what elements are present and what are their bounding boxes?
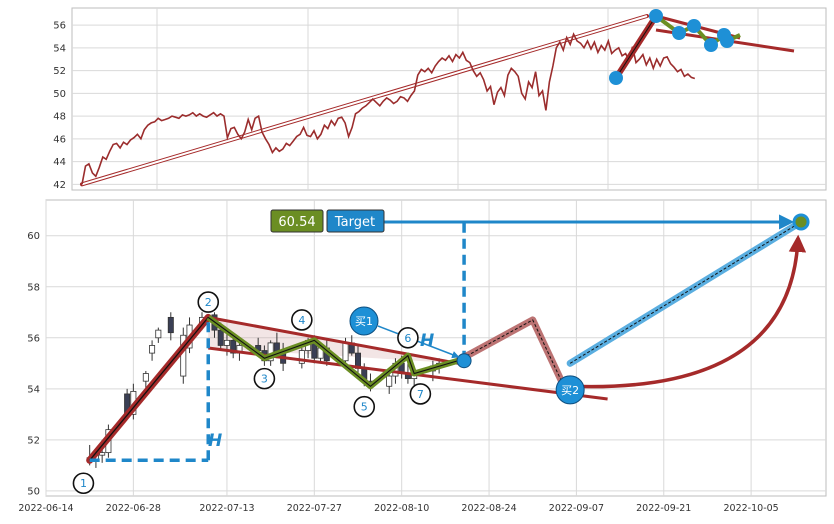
x-tick-label: 2022-06-14 <box>18 503 73 514</box>
bottom-y-tick-label: 58 <box>27 282 40 293</box>
wave-number-label: 3 <box>261 373 268 386</box>
bottom-y-tick-label: 54 <box>27 384 40 395</box>
h-left-label: H <box>208 431 222 451</box>
top-panel: 42 44 46 48 50 52 54 56 <box>53 7 827 191</box>
top-inset-pivot-marker <box>672 26 686 40</box>
bottom-y-tick-label: 60 <box>27 231 40 242</box>
candle-body <box>267 342 274 362</box>
candle-body <box>99 452 106 456</box>
target-label-badge <box>326 209 385 233</box>
buy1-label: 买1 <box>355 315 373 328</box>
wave-number-marker <box>409 383 432 405</box>
x-tick-label: 2022-08-24 <box>461 503 516 514</box>
candle-body <box>298 350 305 364</box>
top-inset-up-trend-core <box>615 15 657 79</box>
x-tick-label: 2022-06-28 <box>106 503 161 514</box>
x-tick-label: 2022-10-05 <box>724 503 779 514</box>
bottom-panel: 2022-06-14 2022-06-28 2022-07-13 2022-07-27… <box>18 199 827 514</box>
top-y-tick-label: 54 <box>53 43 66 54</box>
x-tick-label: 2022-09-21 <box>636 503 691 514</box>
bottom-y-tick-label: 50 <box>27 486 40 497</box>
wave-number-label: 6 <box>404 332 411 345</box>
wave-number-marker <box>72 472 95 495</box>
top-y-tick-label: 48 <box>53 112 66 123</box>
wave-number-label: 2 <box>205 296 212 309</box>
wave-number-marker <box>197 291 220 313</box>
impulse-trend-core <box>89 316 209 461</box>
top-y-tick-label: 44 <box>53 157 66 168</box>
x-tick-label: 2022-09-07 <box>549 503 604 514</box>
target-curved-arrow <box>570 234 807 389</box>
target-point-marker <box>792 213 810 231</box>
wave-number-label: 7 <box>417 388 424 401</box>
top-plot-frame <box>71 7 827 191</box>
buy2-callout-bubble <box>555 375 585 405</box>
target-value-text: 60.54 <box>278 215 315 230</box>
x-tick-label: 2022-08-10 <box>374 503 429 514</box>
top-y-tick-label: 52 <box>53 66 66 77</box>
top-inset-pivot-marker <box>609 71 623 85</box>
wave-number-label: 4 <box>298 314 305 327</box>
wave-zigzag-core <box>207 316 458 387</box>
top-price-series-line <box>81 32 696 185</box>
top-y-tick-label: 42 <box>53 180 66 191</box>
buy1-point-marker <box>456 353 472 369</box>
buy1-callout-bubble <box>349 306 379 336</box>
target-path-core <box>569 221 802 364</box>
top-long-trend-band-inner <box>81 15 648 186</box>
candle-body <box>142 373 149 382</box>
candle-body <box>230 339 237 354</box>
target-value-badge <box>270 209 324 233</box>
top-y-tick-label: 56 <box>53 21 66 32</box>
top-y-tick-label: 50 <box>53 89 66 100</box>
bottom-y-tick-label: 52 <box>27 435 40 446</box>
candle-body <box>167 316 174 334</box>
top-inset-pivot-marker <box>649 9 663 23</box>
candle-body <box>223 339 230 346</box>
projected-path-core <box>457 319 565 387</box>
wave-number-marker <box>291 309 313 331</box>
wave-number-label: 1 <box>80 477 87 490</box>
candle-body <box>217 329 224 346</box>
top-inset-pivot-marker <box>704 38 718 52</box>
candle-body <box>386 375 393 387</box>
wave-number-marker <box>353 395 376 418</box>
wave-number-marker <box>397 326 419 349</box>
buy2-label: 买2 <box>561 384 579 397</box>
h-right-label: H <box>420 331 434 351</box>
x-tick-label: 2022-07-27 <box>287 503 342 514</box>
candle-body <box>155 329 162 339</box>
candle-body <box>342 342 349 362</box>
upper-boundary-line <box>207 315 459 365</box>
target-label-text: Target <box>334 215 375 230</box>
top-inset-pivot-marker <box>687 19 701 33</box>
top-inset-pivot-marker <box>720 34 734 48</box>
wave-number-label: 5 <box>361 401 368 414</box>
candle-body <box>149 345 156 354</box>
bottom-y-tick-label: 56 <box>27 333 40 344</box>
top-y-tick-label: 46 <box>53 134 66 145</box>
x-tick-label: 2022-07-13 <box>199 503 254 514</box>
wave-number-marker <box>253 367 276 390</box>
